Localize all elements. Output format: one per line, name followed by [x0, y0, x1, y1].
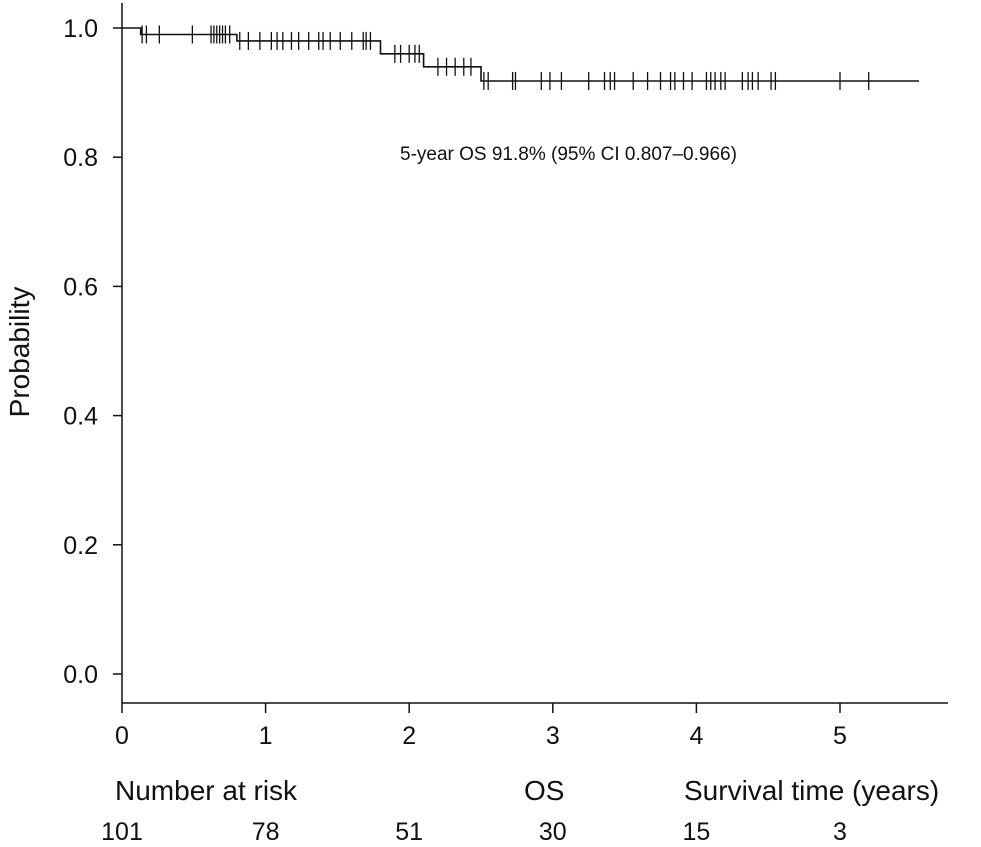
risk-count: 3 [833, 818, 847, 846]
risk-table: Number at risk OS Survival time (years) … [101, 775, 939, 846]
risk-table-heading: Number at risk [115, 775, 298, 806]
y-tick-label: 0.0 [63, 661, 98, 689]
risk-counts: 101 78 51 30 15 3 [101, 818, 847, 846]
x-tick-label: 2 [402, 722, 416, 750]
y-tick-label: 0.2 [63, 532, 98, 560]
x-tick-label: 4 [689, 722, 703, 750]
risk-count: 15 [682, 818, 710, 846]
risk-table-group-label: OS [524, 775, 564, 806]
annotation-5yr-os: 5-year OS 91.8% (95% CI 0.807–0.966) [400, 144, 737, 165]
y-tick-label: 1.0 [63, 15, 98, 43]
risk-count: 78 [252, 818, 280, 846]
axes: 0.0 0.2 0.4 0.6 0.8 1.0 0 1 2 3 4 5 [63, 3, 948, 750]
y-tick-label: 0.8 [63, 144, 98, 172]
risk-table-time-label: Survival time (years) [684, 775, 939, 806]
x-tick-label: 5 [833, 722, 847, 750]
risk-count: 51 [395, 818, 423, 846]
risk-count: 101 [101, 818, 143, 846]
risk-count: 30 [539, 818, 567, 846]
survival-curve [122, 27, 919, 82]
x-tick-label: 3 [546, 722, 560, 750]
x-tick-label: 1 [259, 722, 273, 750]
y-tick-label: 0.4 [63, 403, 98, 431]
y-tick-label: 0.6 [63, 273, 98, 301]
plot-area [122, 25, 919, 90]
y-axis-title: Probability [4, 287, 35, 418]
x-tick-label: 0 [115, 722, 129, 750]
